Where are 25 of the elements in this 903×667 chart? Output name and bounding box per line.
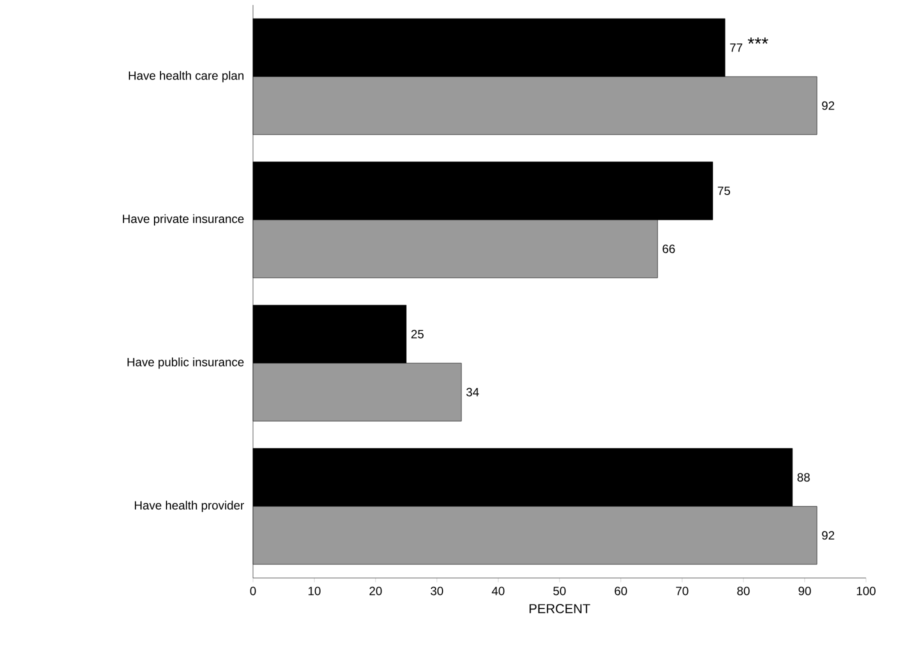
data-label: 34 [466,388,479,396]
y-tick-label: Have private insurance [122,214,244,226]
data-label: 77 [730,44,742,52]
annotation: *** [748,37,768,44]
data-label: 66 [662,244,675,254]
y-tick-label: Have health care plan [128,71,244,82]
data-label: 92 [822,101,834,110]
y-tick-label: Have public insurance [128,358,244,369]
x-tick-label: 10 [308,586,320,596]
x-tick-label: 40 [492,586,504,596]
x-tick-label: 30 [430,586,444,596]
x-tick-label: 90 [798,586,811,596]
x-tick-label: 20 [370,586,382,596]
data-label: 88 [797,473,810,482]
x-tick-label: 60 [614,586,627,596]
data-label: 92 [822,531,834,540]
data-label: 75 [718,186,730,196]
x-tick-label: 100 [856,586,876,596]
x-tick-label: 0 [250,586,256,596]
data-label: 25 [411,330,424,338]
x-tick-label: 80 [737,586,750,596]
x-tick-label: 50 [553,586,566,596]
x-tick-label: 70 [676,586,688,596]
y-tick-label: Have health provider [134,500,244,512]
x-axis-title: PERCENT [530,604,590,614]
